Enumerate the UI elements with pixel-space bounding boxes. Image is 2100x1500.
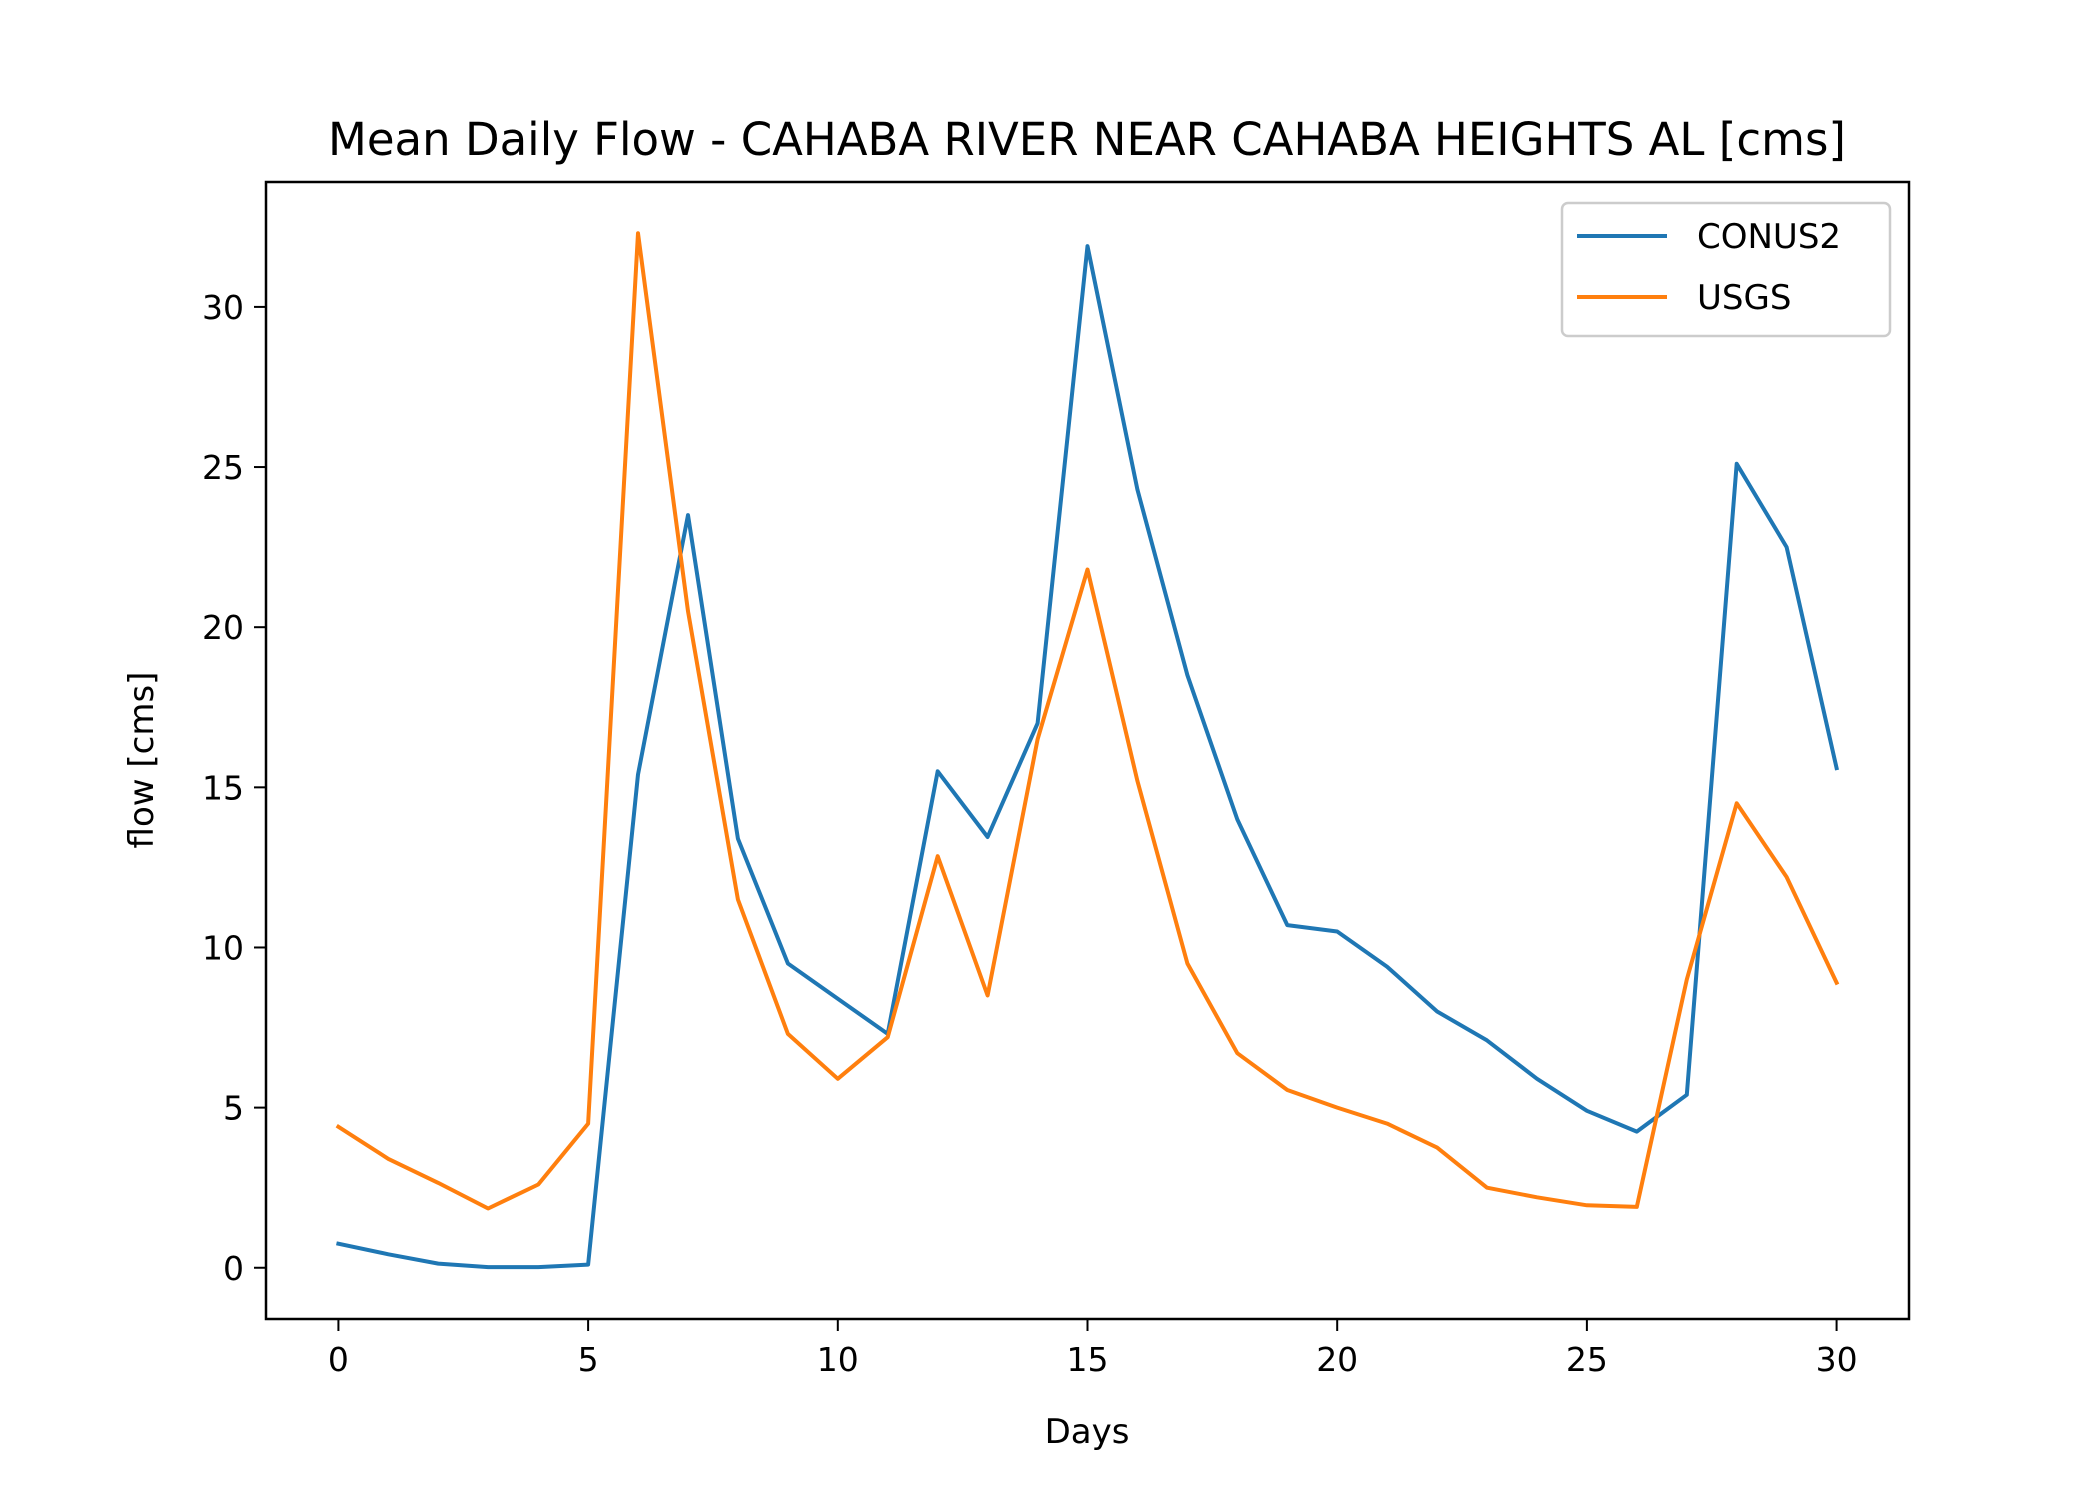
x-tick-label: 0 xyxy=(328,1340,349,1379)
x-tick-label: 15 xyxy=(1067,1340,1109,1379)
y-tick-label: 0 xyxy=(223,1249,244,1288)
x-tick-label: 30 xyxy=(1816,1340,1858,1379)
y-tick-label: 20 xyxy=(202,608,244,647)
y-tick-label: 5 xyxy=(223,1089,244,1128)
chart-title: Mean Daily Flow - CAHABA RIVER NEAR CAHA… xyxy=(328,113,1846,166)
y-tick-label: 30 xyxy=(202,288,244,327)
legend-label-conus2: CONUS2 xyxy=(1697,217,1841,257)
y-axis-label: flow [cms] xyxy=(122,672,162,849)
x-tick-label: 20 xyxy=(1316,1340,1358,1379)
y-tick-label: 25 xyxy=(202,448,244,487)
y-tick-label: 15 xyxy=(202,768,244,807)
legend-label-usgs: USGS xyxy=(1697,278,1791,318)
x-axis-ticks: 0 5 10 15 20 25 30 xyxy=(328,1319,1858,1379)
x-tick-label: 5 xyxy=(578,1340,599,1379)
x-axis-label: Days xyxy=(1045,1412,1130,1452)
legend: CONUS2 USGS xyxy=(1560,201,1892,338)
plot-area xyxy=(335,231,1840,1270)
x-tick-label: 10 xyxy=(817,1340,859,1379)
y-axis-ticks: 0 5 10 15 20 25 30 xyxy=(202,288,266,1288)
y-tick-label: 10 xyxy=(202,928,244,967)
axes-frame xyxy=(264,180,1911,1321)
x-tick-label: 25 xyxy=(1566,1340,1608,1379)
